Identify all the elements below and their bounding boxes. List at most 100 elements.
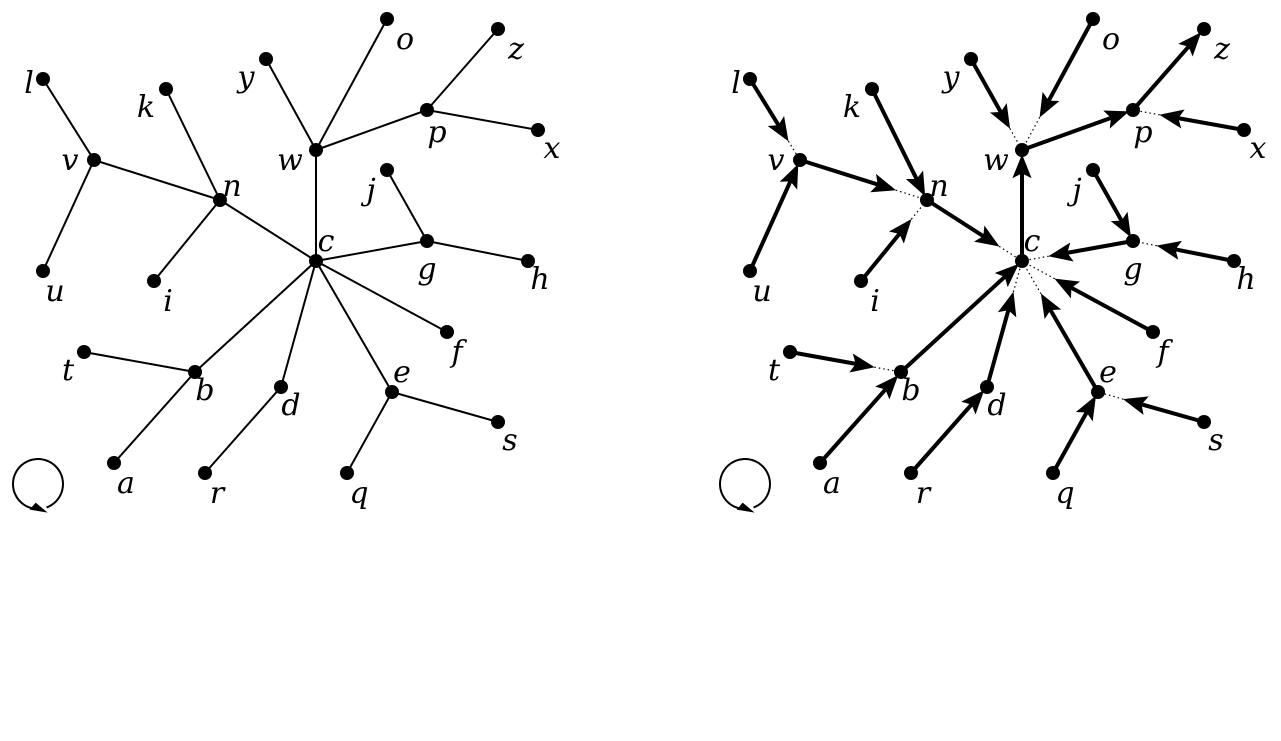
right-label-s: s bbox=[1208, 423, 1223, 458]
right-arrow-v-n bbox=[799, 158, 897, 193]
right-dotted-x-p bbox=[1132, 109, 1165, 117]
left-edge-y-w bbox=[265, 58, 317, 151]
left-label-h: h bbox=[530, 262, 549, 297]
right-node-a bbox=[813, 456, 827, 470]
left-label-x: x bbox=[544, 131, 561, 166]
right-arrow-k-n bbox=[870, 88, 926, 197]
right-label-p: p bbox=[1133, 115, 1152, 150]
right-node-b bbox=[894, 365, 908, 379]
right-label-a: a bbox=[823, 466, 841, 501]
left-node-n bbox=[213, 193, 227, 207]
left-tree: l k y o z v n w p x j u i c g h t b d e f s a r q bbox=[12, 12, 561, 513]
left-node-o bbox=[380, 12, 394, 26]
left-edge-z-p bbox=[426, 28, 499, 111]
left-node-f bbox=[440, 325, 454, 339]
right-node-h bbox=[1227, 254, 1241, 268]
right-label-f: f bbox=[1155, 335, 1173, 370]
left-node-q bbox=[340, 466, 354, 480]
right-dotted-d-c bbox=[1011, 260, 1023, 297]
right-arrow-f-c bbox=[1054, 278, 1154, 334]
left-node-z bbox=[491, 22, 505, 36]
left-label-d: d bbox=[281, 388, 300, 423]
left-label-n: n bbox=[222, 169, 241, 204]
right-node-p bbox=[1126, 103, 1140, 117]
right-label-v: v bbox=[768, 143, 785, 178]
left-label-s: s bbox=[502, 423, 517, 458]
right-arrow-x-p bbox=[1159, 109, 1245, 132]
right-node-n bbox=[920, 193, 934, 207]
right-arrow-t-b bbox=[789, 350, 875, 373]
right-label-y: y bbox=[941, 60, 961, 95]
right-dotted-s-e bbox=[1097, 391, 1128, 401]
right-dotted-h-g bbox=[1132, 240, 1162, 248]
right-arrow-i-n bbox=[859, 218, 912, 283]
left-label-p: p bbox=[427, 115, 446, 150]
left-label-i: i bbox=[163, 284, 173, 319]
right-label-j: j bbox=[1066, 173, 1081, 208]
right-node-t bbox=[783, 345, 797, 359]
right-arrow-e-c bbox=[1040, 293, 1100, 394]
left-label-a: a bbox=[117, 466, 135, 501]
right-arrow-r-d bbox=[909, 390, 985, 475]
left-edge-l-v bbox=[42, 78, 95, 161]
left-edge-d-c bbox=[280, 260, 317, 388]
right-node-c bbox=[1015, 254, 1029, 268]
right-arrow-l-v bbox=[748, 77, 789, 142]
right-arrow-u-v bbox=[748, 163, 799, 272]
left-node-u bbox=[36, 264, 50, 278]
left-edge-x-p bbox=[426, 109, 539, 131]
right-label-n: n bbox=[929, 169, 948, 204]
right-arrow-h-g bbox=[1156, 240, 1235, 263]
right-node-v bbox=[793, 153, 807, 167]
right-label-k: k bbox=[843, 90, 861, 125]
left-node-w bbox=[309, 143, 323, 157]
right-arrow-o-w bbox=[1039, 18, 1095, 118]
right-node-w bbox=[1015, 143, 1029, 157]
left-label-e: e bbox=[393, 355, 411, 390]
left-edge-h-g bbox=[426, 240, 529, 262]
right-arrow-w-p bbox=[1021, 110, 1130, 152]
right-arrow-d-c bbox=[985, 291, 1017, 388]
left-label-b: b bbox=[195, 373, 214, 408]
left-edge-f-c bbox=[315, 260, 448, 333]
right-arrow-y-w bbox=[969, 58, 1011, 129]
left-label-q: q bbox=[349, 476, 368, 511]
right-node-l bbox=[743, 72, 757, 86]
right-node-e bbox=[1091, 385, 1105, 399]
left-label-f: f bbox=[449, 335, 467, 370]
right-arrow-s-e bbox=[1123, 396, 1205, 424]
left-edge-w-p bbox=[315, 109, 428, 151]
right-label-e: e bbox=[1099, 355, 1117, 390]
left-node-l bbox=[36, 72, 50, 86]
left-node-h bbox=[521, 254, 535, 268]
left-node-a bbox=[107, 456, 121, 470]
right-label-d: d bbox=[987, 388, 1006, 423]
left-edge-u-v bbox=[42, 159, 95, 272]
right-label-c: c bbox=[1024, 224, 1041, 259]
left-edge-v-n bbox=[93, 159, 221, 201]
right-arrow-n-c bbox=[925, 198, 1000, 247]
right-label-q: q bbox=[1055, 476, 1074, 511]
left-node-s bbox=[491, 415, 505, 429]
left-edge-r-d bbox=[204, 386, 282, 474]
left-node-r bbox=[198, 466, 212, 480]
right-node-y bbox=[964, 52, 978, 66]
right-label-t: t bbox=[768, 353, 781, 388]
right-label-g: g bbox=[1123, 252, 1142, 287]
left-node-t bbox=[77, 345, 91, 359]
right-dotted-y-w bbox=[1007, 124, 1023, 151]
right-label-z: z bbox=[1213, 32, 1230, 67]
right-arrow-q-e bbox=[1051, 395, 1096, 474]
right-tree: l k y o z v nw p x j u i c g h t b d e f s a r q bbox=[719, 12, 1267, 513]
left-label-u: u bbox=[45, 274, 64, 309]
right-label-b: b bbox=[901, 373, 920, 408]
right-dotted-i-n bbox=[908, 199, 928, 224]
right-arrow-p-z bbox=[1131, 32, 1202, 112]
left-node-g bbox=[420, 234, 434, 248]
left-edge-i-n bbox=[153, 199, 221, 282]
left-label-g: g bbox=[417, 252, 436, 287]
left-label-t: t bbox=[62, 353, 75, 388]
right-arrow-b-c bbox=[899, 263, 1019, 374]
